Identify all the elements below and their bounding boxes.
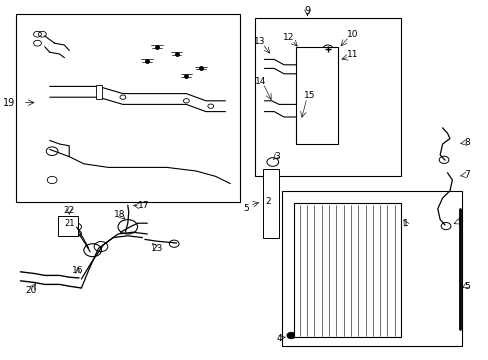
Bar	[281, 191, 461, 346]
Text: 11: 11	[346, 50, 357, 59]
Text: 23: 23	[151, 244, 163, 253]
Text: 12: 12	[283, 33, 294, 42]
Text: 7: 7	[463, 170, 469, 179]
Circle shape	[268, 179, 272, 181]
Text: 18: 18	[114, 210, 125, 219]
Text: 17: 17	[138, 202, 149, 210]
Text: 22: 22	[63, 207, 75, 215]
Text: 16: 16	[72, 266, 83, 275]
Text: 6: 6	[457, 216, 463, 225]
Bar	[254, 18, 400, 176]
Text: 8: 8	[463, 138, 469, 147]
Text: 9: 9	[304, 6, 310, 16]
Bar	[293, 203, 400, 337]
Bar	[96, 85, 102, 99]
Bar	[263, 169, 279, 238]
Bar	[296, 47, 337, 144]
Circle shape	[268, 227, 272, 230]
Text: 20: 20	[25, 286, 37, 295]
Circle shape	[268, 218, 272, 221]
Circle shape	[268, 188, 272, 190]
Text: 14: 14	[255, 77, 266, 86]
Text: 5: 5	[243, 204, 248, 213]
Text: 5: 5	[464, 282, 469, 291]
Circle shape	[268, 195, 272, 198]
Text: 1: 1	[402, 219, 408, 228]
Bar	[16, 14, 240, 202]
Circle shape	[286, 332, 295, 339]
Text: 4: 4	[276, 334, 282, 343]
Text: 15: 15	[304, 91, 315, 100]
Circle shape	[268, 211, 272, 214]
Circle shape	[268, 204, 272, 207]
Text: 21: 21	[64, 219, 74, 228]
Text: 2: 2	[265, 197, 271, 206]
Text: 10: 10	[346, 30, 357, 39]
Text: 13: 13	[253, 37, 265, 46]
Text: 3: 3	[273, 152, 279, 161]
Bar	[59, 216, 78, 236]
Text: 19: 19	[3, 98, 16, 108]
